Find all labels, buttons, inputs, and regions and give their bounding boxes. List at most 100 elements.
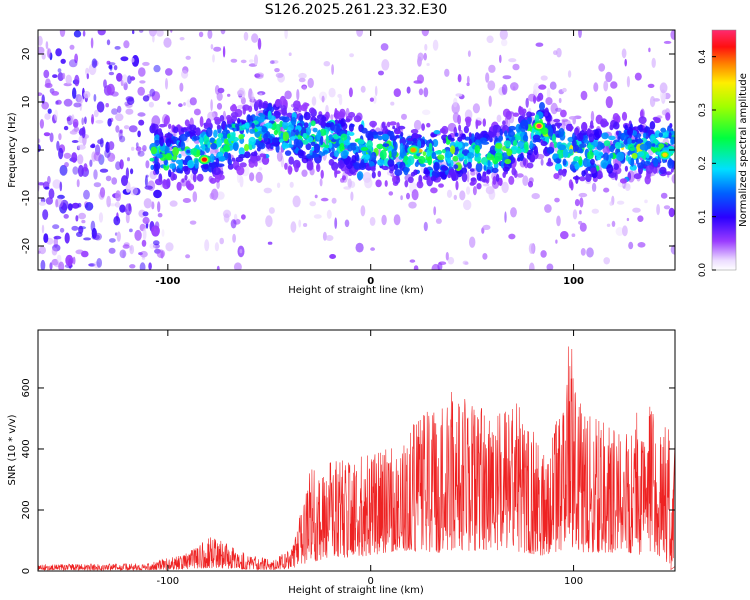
spectrogram-cell	[47, 175, 51, 185]
spectrogram-cell	[370, 247, 375, 251]
spectrogram-cell	[139, 250, 148, 258]
spectrogram-cell	[613, 163, 619, 171]
spectrogram-cell	[438, 261, 447, 266]
spectrogram-cell	[511, 145, 519, 151]
spectrogram-cell	[280, 105, 287, 114]
spectrogram-cell	[482, 172, 487, 182]
spectrogram-cell	[263, 187, 272, 194]
spectrogram-cell	[292, 195, 301, 208]
spectrogram-cell	[82, 30, 86, 37]
spectrogram-cell	[423, 87, 429, 98]
spectrogram-cell	[216, 191, 225, 200]
spectrogram-cell	[381, 121, 386, 129]
spectrogram-cell	[650, 135, 656, 140]
spectrogram-cell	[91, 58, 98, 68]
spectrogram-cell	[658, 143, 665, 149]
spectrogram-cell	[634, 137, 638, 142]
spectrogram-cell	[630, 157, 635, 167]
spectrogram-cell	[217, 132, 224, 139]
spectrogram-cell	[216, 92, 223, 101]
spectrogram-peak	[201, 157, 207, 162]
spectrogram-cell	[63, 125, 69, 131]
spectrogram-cell	[546, 121, 551, 126]
spectrogram-cell	[103, 79, 107, 89]
spectrogram-cell	[214, 242, 219, 252]
spectrogram-cell	[75, 215, 79, 222]
spectrogram-cell	[74, 53, 78, 64]
spectrogram-cell	[60, 58, 66, 64]
spectrogram-cell	[292, 107, 299, 112]
spectrogram-cell	[394, 163, 399, 171]
spectrogram-cell	[129, 228, 133, 233]
spectrogram-cell	[258, 100, 263, 110]
spectrogram-cell	[328, 141, 332, 149]
spectrogram-cell	[302, 132, 307, 139]
spectrogram-cell	[649, 121, 656, 130]
spectrogram-cell	[222, 46, 226, 58]
spectrogram-cell	[56, 254, 62, 263]
spectrogram-cell	[83, 91, 91, 99]
spectrogram-cell	[375, 179, 382, 188]
spectrogram-cell	[69, 44, 75, 50]
spectrogram-cell	[71, 225, 79, 231]
spectrogram-cell	[267, 241, 273, 245]
spectrogram-cell	[337, 159, 345, 169]
spectrogram-cell	[281, 142, 290, 149]
spectrogram-cell	[498, 135, 503, 142]
spectrogram-cell	[529, 262, 535, 270]
spectrogram-cell	[162, 179, 167, 186]
spectrogram-cell	[347, 144, 353, 152]
spectrogram-cell	[430, 175, 437, 182]
spectrogram-cell	[138, 30, 144, 33]
spectrogram-cell	[282, 120, 289, 130]
spectrogram-cell	[403, 166, 409, 176]
spectrogram-cell	[510, 82, 519, 91]
spectrogram-cell	[579, 222, 587, 232]
spectrogram-cell	[104, 148, 111, 158]
spectrogram-cell	[413, 119, 422, 131]
spectrogram-cell	[423, 221, 428, 232]
spectrogram-cell	[581, 170, 586, 177]
spectrogram-cell	[321, 116, 327, 122]
spectrogram-cell	[624, 58, 627, 67]
spectrogram-cell	[269, 60, 275, 65]
spectrogram-cell	[58, 133, 62, 141]
spectrogram-cell	[531, 193, 540, 200]
spectrogram-cell	[219, 237, 224, 245]
spectrogram-cell	[324, 144, 330, 148]
spectrogram-cell	[652, 116, 659, 121]
spectrogram-cell	[177, 168, 181, 174]
spectrogram-cell	[639, 109, 644, 119]
spectrogram-cell	[275, 72, 284, 78]
spectrogram-cell	[148, 30, 157, 37]
spectrogram-cell	[51, 91, 60, 96]
spectrogram-cell	[77, 144, 86, 150]
spectrogram-cell	[516, 173, 524, 178]
spectrogram-cell	[207, 141, 211, 149]
spectrogram-cell	[138, 67, 146, 77]
spectrogram-cell	[422, 109, 431, 116]
spectrogram-cell	[178, 159, 183, 169]
spectrogram-cell	[123, 125, 130, 130]
spectrogram-cell	[453, 194, 457, 200]
spectrogram-cell	[590, 110, 595, 123]
spectrogram-cell	[609, 152, 614, 159]
spectrogram-cell	[236, 125, 240, 132]
spectrogram-cell	[84, 202, 94, 211]
spectrogram-cell	[128, 125, 138, 133]
spectrogram-cell	[77, 202, 82, 208]
spectrogram-cell	[526, 111, 533, 118]
spectrogram-cell	[48, 188, 55, 199]
spectrogram-cell	[665, 112, 671, 121]
snr-series-line	[38, 346, 675, 571]
spectrogram-cell	[213, 116, 221, 122]
spectrogram-cell	[394, 130, 402, 135]
spectrogram-cell	[612, 113, 620, 121]
spectrogram-cell	[469, 181, 475, 186]
spectrogram-cell	[137, 147, 141, 155]
spectrogram-cell	[93, 169, 98, 180]
spectrogram-cell	[145, 174, 149, 178]
spectrogram-cell	[63, 152, 72, 159]
spectrogram-cell	[205, 127, 213, 138]
spectrogram-cell	[330, 114, 334, 120]
